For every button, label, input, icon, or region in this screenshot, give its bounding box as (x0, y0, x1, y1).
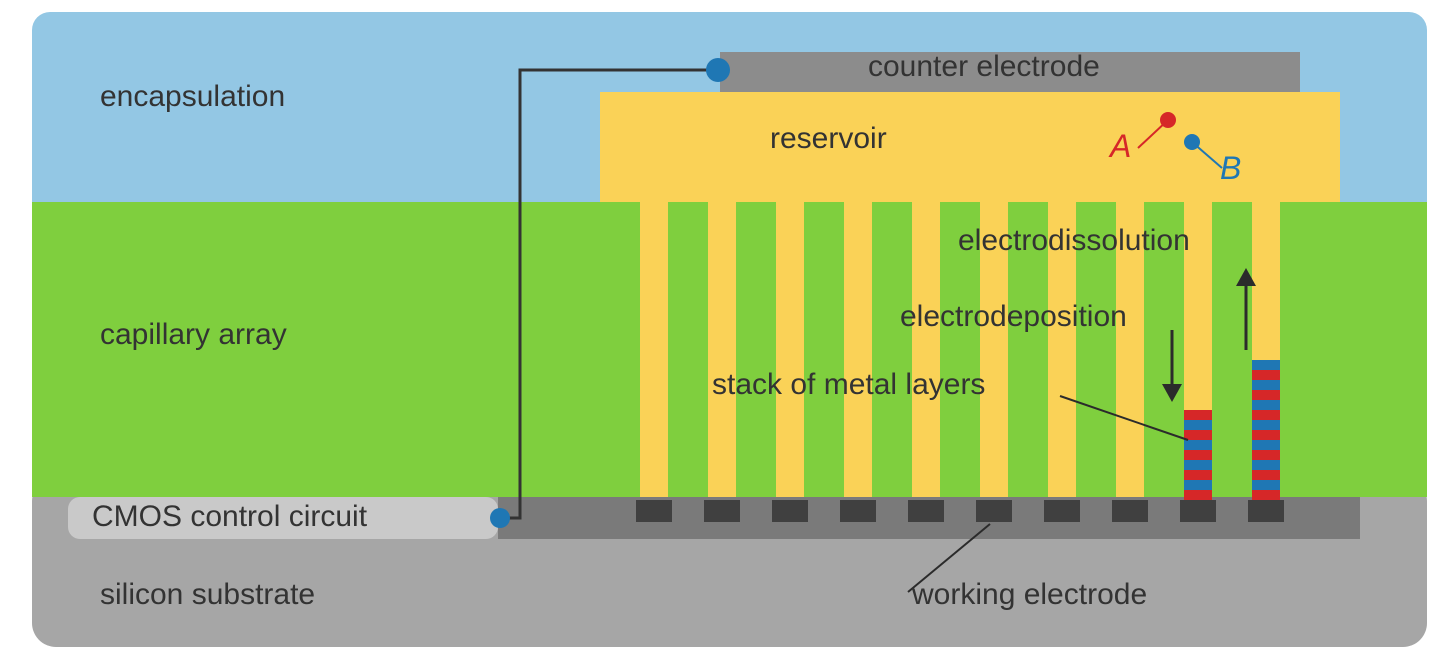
electrode-pad (636, 500, 672, 522)
label-cmos: CMOS control circuit (92, 500, 367, 534)
metal-layer (1252, 430, 1280, 440)
label-a: A (1110, 128, 1131, 165)
metal-layer (1184, 430, 1212, 440)
metal-layer (1252, 440, 1280, 450)
metal-layer (1184, 470, 1212, 480)
metal-layer (1184, 420, 1212, 430)
metal-layer (1252, 360, 1280, 370)
metal-layer (1252, 470, 1280, 480)
capillary (708, 202, 736, 497)
electrochemical-diagram: encapsulation capillary array CMOS control… (0, 0, 1455, 661)
label-b: B (1220, 150, 1241, 187)
capillary (776, 202, 804, 497)
label-counter-electrode: counter electrode (868, 50, 1100, 84)
connector-dot-top (706, 58, 730, 82)
metal-layer (1252, 460, 1280, 470)
metal-layer (1252, 410, 1280, 420)
metal-layer (1252, 490, 1280, 500)
electrode-pad (908, 500, 944, 522)
label-stack-of-metal: stack of metal layers (712, 368, 985, 402)
metal-layer (1184, 450, 1212, 460)
label-electrodeposition: electrodeposition (900, 300, 1127, 334)
electrode-pad (1044, 500, 1080, 522)
electrode-pad (976, 500, 1012, 522)
label-electrodissolution: electrodissolution (958, 224, 1190, 258)
metal-layer (1252, 400, 1280, 410)
connector-dot-bottom (490, 508, 510, 528)
capillary (844, 202, 872, 497)
metal-layer (1252, 370, 1280, 380)
metal-layer (1184, 490, 1212, 500)
metal-layer (1252, 390, 1280, 400)
capillary (640, 202, 668, 497)
label-encapsulation: encapsulation (100, 80, 285, 114)
metal-layer (1184, 440, 1212, 450)
metal-layer (1252, 480, 1280, 490)
electrode-pad (1180, 500, 1216, 522)
electrode-pad (1112, 500, 1148, 522)
metal-layer (1184, 410, 1212, 420)
electrode-pad (840, 500, 876, 522)
electrode-pad (704, 500, 740, 522)
label-capillary-array: capillary array (100, 318, 287, 352)
label-working-electrode: working electrode (912, 578, 1147, 612)
electrode-pad (772, 500, 808, 522)
metal-layer (1252, 380, 1280, 390)
capillary (912, 202, 940, 497)
metal-layer (1184, 460, 1212, 470)
metal-layer (1252, 450, 1280, 460)
label-silicon-substrate: silicon substrate (100, 578, 315, 612)
metal-layer (1252, 420, 1280, 430)
label-reservoir: reservoir (770, 122, 887, 156)
metal-layer (1184, 480, 1212, 490)
electrode-pad (1248, 500, 1284, 522)
